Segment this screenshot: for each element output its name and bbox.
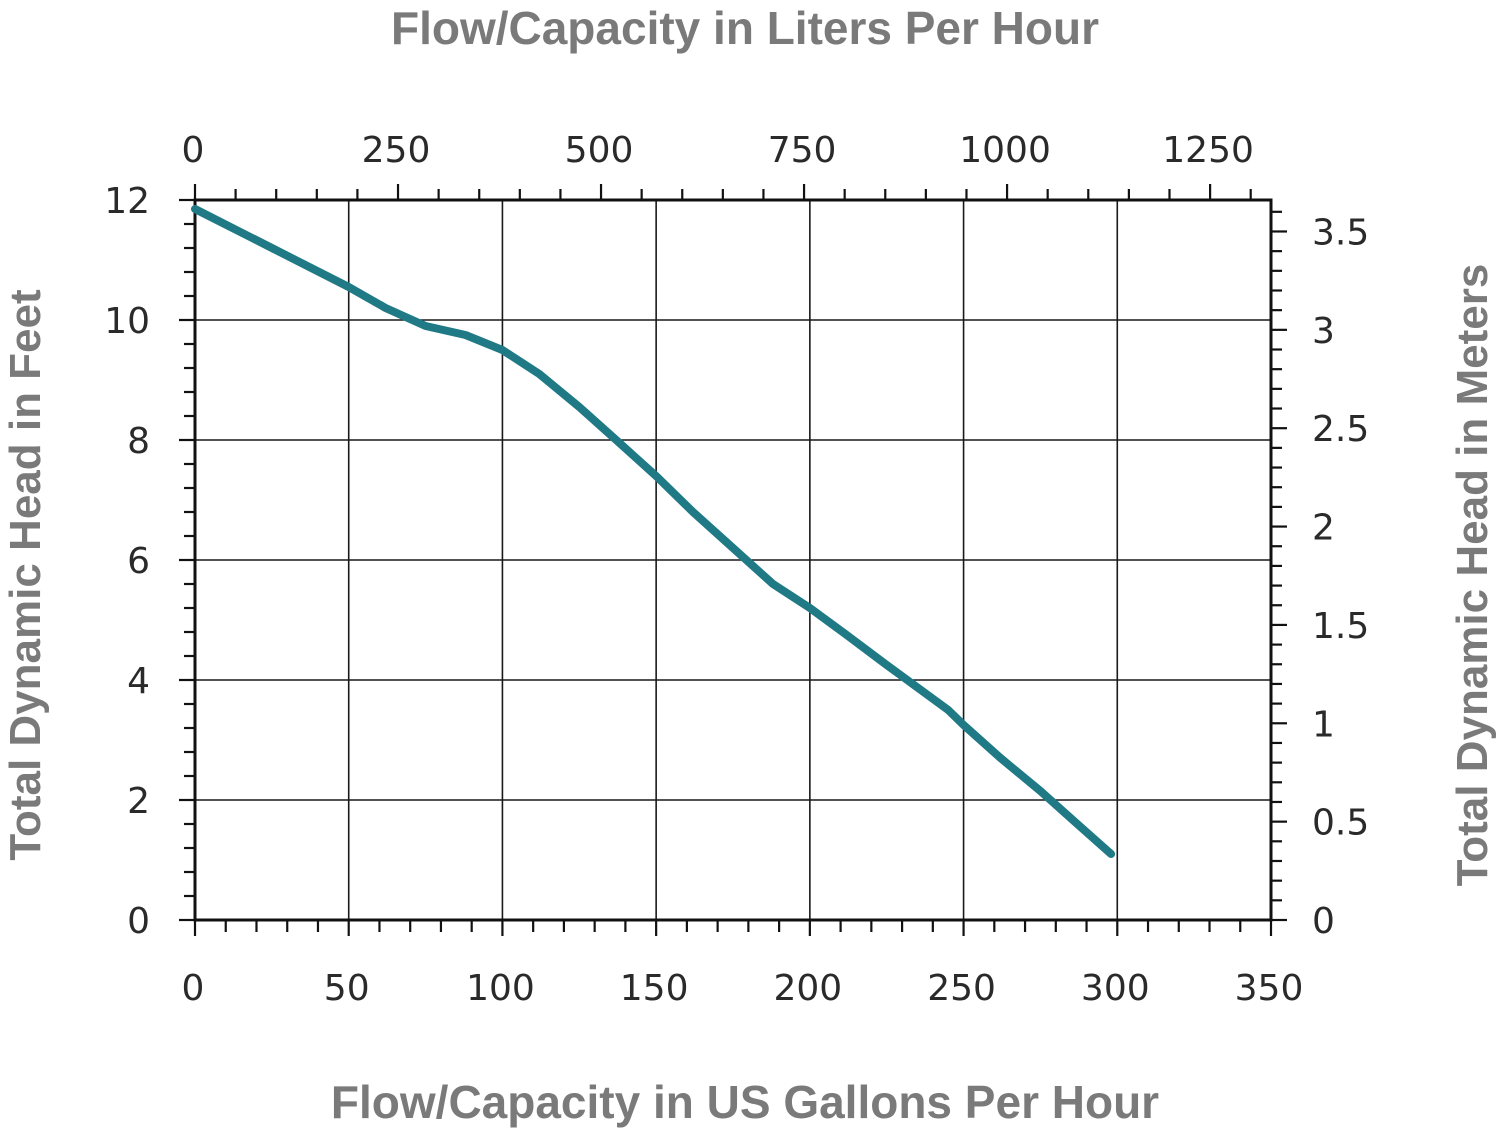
x-top-tick-label: 1250 — [1162, 130, 1254, 171]
y-left-tick-label: 10 — [104, 301, 150, 342]
x-bottom-tick-label: 300 — [1081, 968, 1150, 1009]
x-bottom-tick-label: 350 — [1235, 968, 1304, 1009]
x-top-tick-label: 750 — [768, 130, 837, 171]
y-left-tick-label: 12 — [104, 181, 150, 222]
y-left-tick-label: 4 — [127, 661, 150, 702]
x-top-axis-title: Flow/Capacity in Liters Per Hour — [391, 2, 1099, 54]
y-right-tick-label: 2 — [1312, 508, 1335, 549]
x-bottom-tick-label: 150 — [620, 968, 689, 1009]
x-bottom-tick-label: 100 — [466, 968, 535, 1009]
y-left-tick-label: 8 — [127, 421, 150, 462]
x-bottom-tick-label: 250 — [927, 968, 996, 1009]
x-bottom-tick-label: 0 — [182, 968, 205, 1009]
y-left-tick-label: 2 — [127, 781, 150, 822]
y-right-tick-label: 1.5 — [1312, 606, 1369, 647]
y-right-tick-label: 3 — [1312, 311, 1335, 352]
x-bottom-axis-title: Flow/Capacity in US Gallons Per Hour — [331, 1076, 1159, 1128]
y-right-tick-label: 0 — [1312, 901, 1335, 942]
y-left-axis-title: Total Dynamic Head in Feet — [1, 289, 50, 861]
y-left-tick-label: 6 — [127, 541, 150, 582]
y-right-tick-label: 3.5 — [1312, 212, 1369, 253]
y-right-tick-label: 1 — [1312, 704, 1335, 745]
y-right-axis-title: Total Dynamic Head in Meters — [1448, 264, 1497, 887]
series-line — [191, 205, 1116, 858]
x-top-tick-label: 500 — [565, 130, 634, 171]
y-right-tick-label: 2.5 — [1312, 409, 1369, 450]
y-left-tick-label: 0 — [127, 901, 150, 942]
plot-frame — [193, 198, 1273, 922]
minor-ticks — [179, 184, 1287, 936]
y-right-tick-label: 0.5 — [1312, 803, 1369, 844]
x-bottom-tick-label: 200 — [773, 968, 842, 1009]
series-layer — [191, 205, 1116, 858]
x-top-tick-label: 1000 — [959, 130, 1051, 171]
x-top-tick-label: 0 — [182, 130, 205, 171]
x-top-tick-label: 250 — [362, 130, 431, 171]
x-bottom-tick-label: 50 — [324, 968, 370, 1009]
grid-lines — [195, 200, 1271, 920]
